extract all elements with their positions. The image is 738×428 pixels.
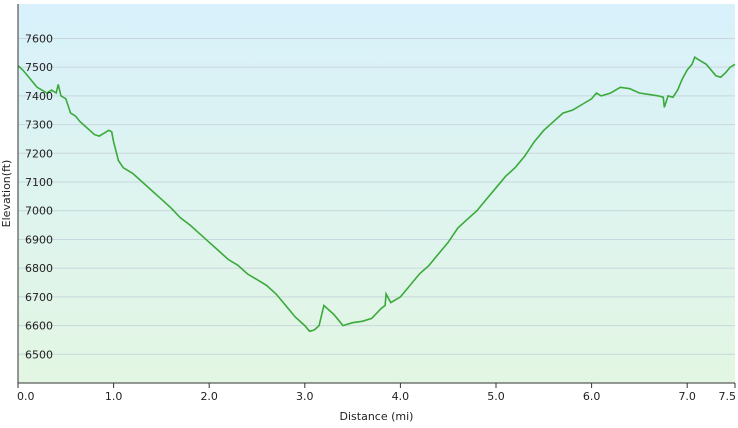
axes — [17, 4, 735, 384]
x-tick-label: 6.0 — [583, 390, 601, 403]
y-tick-label: 7200 — [25, 147, 53, 160]
y-tick-label: 6800 — [25, 262, 53, 275]
x-tick-label: 0.0 — [17, 390, 35, 403]
y-tick-label: 6500 — [25, 348, 53, 361]
y-axis-ticks: 6500 6600 6700 6800 6900 7000 7100 7200 7300 7400… — [25, 32, 53, 361]
x-tick-label: 7.0 — [678, 390, 696, 403]
x-tick-label: 1.0 — [105, 390, 123, 403]
y-tick-label: 6700 — [25, 291, 53, 304]
x-tick-label: 4.0 — [392, 390, 410, 403]
x-axis-ticks: 0.0 1.0 2.0 3.0 4.0 5.0 6.0 7.0 7.5 — [17, 383, 736, 403]
y-tick-label: 7100 — [25, 176, 53, 189]
y-tick-label: 6600 — [25, 320, 53, 333]
x-tick-label: 3.0 — [296, 390, 314, 403]
y-tick-label: 7500 — [25, 61, 53, 74]
plot-background — [18, 4, 735, 383]
x-axis-title: Distance (mi) — [340, 410, 414, 423]
gridlines — [18, 37, 735, 355]
x-tick-label: 2.0 — [200, 390, 218, 403]
y-tick-label: 6900 — [25, 233, 53, 246]
y-tick-label: 7300 — [25, 119, 53, 132]
y-tick-label: 7600 — [25, 32, 53, 45]
x-tick-label: 7.5 — [719, 390, 737, 403]
y-tick-label: 7400 — [25, 90, 53, 103]
y-axis-title: Elevation(ft) — [0, 160, 13, 228]
elevation-line — [17, 55, 736, 333]
x-tick-label: 5.0 — [487, 390, 505, 403]
y-tick-label: 7000 — [25, 205, 53, 218]
